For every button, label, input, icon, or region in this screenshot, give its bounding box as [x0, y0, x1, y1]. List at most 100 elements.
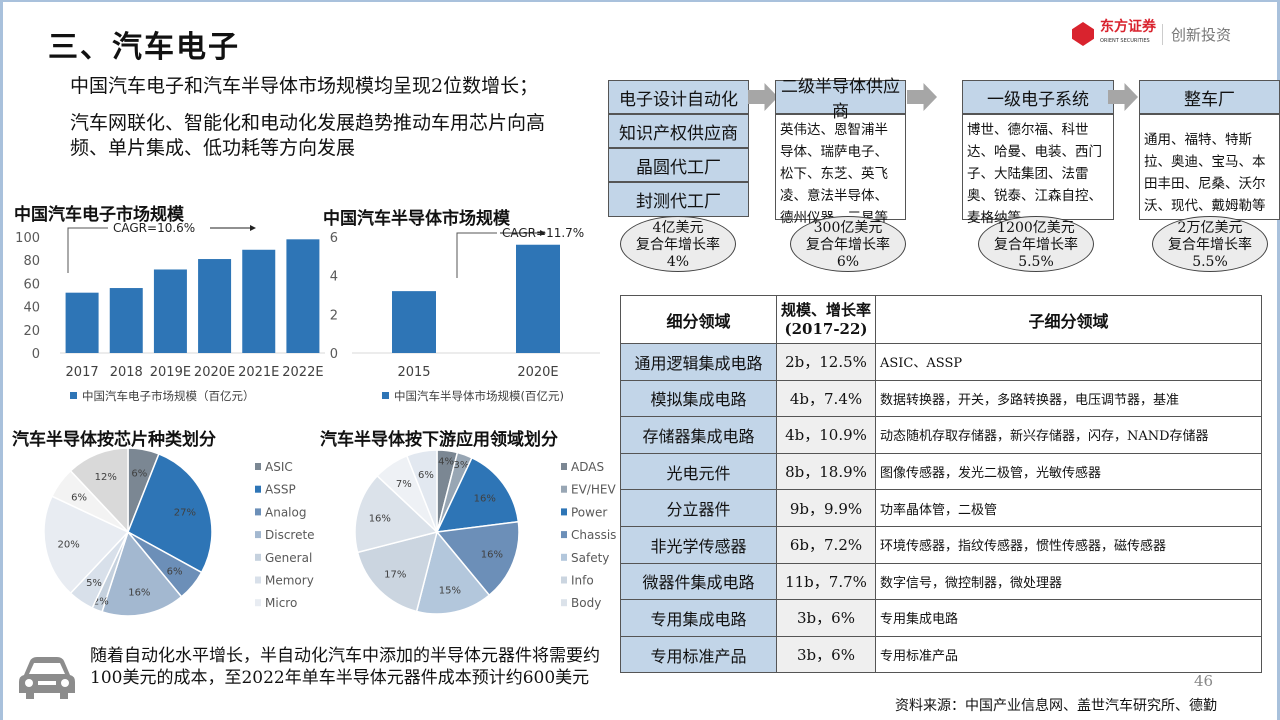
flow-body: 通用、福特、特斯拉、奥迪、宝马、本田丰田、尼桑、沃尔沃、现代、戴姆勒等 — [1139, 114, 1280, 220]
table-cell: 8b，18.9% — [776, 452, 876, 491]
slice-label: 6% — [418, 470, 434, 481]
bar — [109, 288, 143, 353]
bar — [242, 249, 276, 353]
legend-label: ASSP — [265, 483, 296, 497]
y-tick-label: 80 — [23, 254, 40, 269]
flow-col-tier2: 二级半导体供应商 英伟达、恩智浦半导体、瑞萨电子、松下、东芝、英飞凌、意法半导体… — [775, 77, 906, 226]
bar — [153, 269, 187, 353]
table-row: 存储器集成电路 4b，10.9% 动态随机存取存储器，新兴存储器，闪存，NAND存储… — [620, 416, 1262, 454]
table-cell: 数据转换器，开关，多路转换器，电压调节器，基准 — [875, 379, 1262, 418]
table-cell: 通用逻辑集成电路 — [620, 343, 777, 381]
flow-body: 博世、德尔福、科世达、哈曼、电装、西门子、大陆集团、法雷奥、锐泰、江森自控、麦格… — [962, 114, 1114, 226]
legend-swatch — [561, 576, 567, 584]
source-note: 资料来源：中国产业信息网、盖世汽车研究所、德勤 — [895, 698, 1217, 714]
arrow-head-icon — [540, 230, 546, 236]
flow-header: 整车厂 — [1139, 80, 1280, 114]
pie-slice — [356, 530, 439, 613]
legend-swatch — [255, 485, 261, 493]
pie-slice — [69, 447, 129, 534]
table-cell: 11b，7.7% — [776, 562, 876, 601]
table-cell: 功率晶体管，二极管 — [875, 489, 1262, 527]
slice-label: 4% — [438, 456, 454, 467]
legend-swatch — [561, 531, 567, 539]
x-tick-label: 2020E — [517, 365, 558, 380]
flow-item: 电子设计自动化 — [608, 80, 749, 114]
table-cell: 6b，7.2% — [776, 525, 876, 564]
market-ellipse: 4亿美元 复合年增长率 4% — [620, 216, 736, 272]
y-tick-label: 2 — [330, 308, 338, 323]
pie-slice — [405, 449, 438, 533]
slice-label: 15% — [439, 586, 461, 597]
table-cell: 2b，12.5% — [776, 343, 876, 381]
slice-label: 17% — [384, 570, 406, 581]
slice-label: 27% — [174, 508, 196, 519]
legend-label: 中国汽车电子市场规模（百亿元） — [82, 389, 255, 403]
y-tick-label: 60 — [23, 277, 40, 292]
table-cell: ASIC、ASSP — [875, 343, 1262, 381]
intro-line: 中国汽车电子和汽车半导体市场规模均呈现2位数增长； — [70, 75, 539, 97]
bar — [516, 244, 560, 353]
table-cell: 光电元件 — [620, 452, 777, 491]
chart-title: 中国汽车电子市场规模 — [14, 205, 184, 225]
pie-slice — [43, 495, 130, 595]
chart-title: 中国汽车半导体市场规模 — [323, 209, 510, 229]
table-cell: 非光学传感器 — [620, 525, 777, 564]
legend-swatch — [255, 531, 261, 539]
legend-label: Memory — [265, 574, 314, 588]
legend-swatch — [561, 599, 567, 607]
legend-swatch — [561, 485, 567, 493]
legend-label: 中国汽车半导体市场规模(百亿元) — [394, 389, 564, 403]
table-cell: 存储器集成电路 — [620, 416, 777, 454]
table-cell: 专用集成电路 — [875, 599, 1262, 637]
table-cell: 模拟集成电路 — [620, 379, 777, 418]
legend-swatch — [561, 553, 567, 561]
table-row: 分立器件 9b，9.9% 功率晶体管，二极管 — [620, 489, 1262, 527]
y-tick-label: 40 — [23, 301, 40, 316]
market-ellipse: 300亿美元 复合年增长率 6% — [790, 216, 906, 272]
legend-swatch — [561, 463, 567, 470]
flow-item: 晶圆代工厂 — [608, 148, 749, 182]
flow-col-oem: 整车厂 通用、福特、特斯拉、奥迪、宝马、本田丰田、尼桑、沃尔沃、现代、戴姆勒等 — [1139, 80, 1280, 220]
page-number: 46 — [1194, 672, 1214, 690]
table-row: 光电元件 8b，18.9% 图像传感器，发光二极管，光敏传感器 — [620, 452, 1262, 491]
legend-label: Analog — [265, 505, 306, 519]
table-cell: 4b，10.9% — [776, 416, 876, 454]
slice-label: 16% — [369, 513, 391, 524]
table-cell: 分立器件 — [620, 489, 777, 527]
market-ellipse: 1200亿美元 复合年增长率 5.5% — [978, 216, 1094, 272]
logo: 东方证券 ORIENT SECURITIES 创新投资 — [1072, 20, 1231, 48]
car-icon — [19, 657, 75, 699]
legend-label: ADAS — [571, 460, 604, 474]
slice-label: 6% — [131, 469, 147, 480]
y-tick-label: 0 — [330, 347, 338, 362]
table-cell: 数字信号，微控制器，微处理器 — [875, 562, 1262, 601]
intro-line: 汽车网联化、智能化和电动化发展趋势推动车用芯片向高频、单片集成、低功耗等方向发展 — [70, 112, 546, 159]
slice-label: 12% — [95, 472, 117, 483]
table-cell: 3b，6% — [776, 599, 876, 637]
legend-label: EV/HEV — [571, 483, 616, 497]
table-row: 微器件集成电路 11b，7.7% 数字信号，微控制器，微处理器 — [620, 562, 1262, 601]
logo-slogan: 创新投资 — [1162, 23, 1231, 45]
legend-label: Body — [571, 596, 601, 610]
table-header: 细分领域 — [620, 295, 777, 344]
page-title: 三、汽车电子 — [48, 30, 240, 65]
legend-swatch — [255, 599, 261, 607]
logo-mark-icon — [1072, 22, 1094, 46]
table-cell: 专用标准产品 — [620, 635, 777, 674]
slice-label: 7% — [396, 479, 412, 490]
legend-label: Chassis — [571, 528, 616, 542]
segment-table: 细分领域 规模、增长率(2017-22) 子细分领域 通用逻辑集成电路 2b，12… — [620, 295, 1262, 674]
x-tick-label: 2018 — [110, 365, 143, 380]
chart-title: 汽车半导体按下游应用领域划分 — [320, 430, 558, 450]
legend-swatch — [561, 508, 567, 516]
legend-label: Micro — [265, 596, 297, 610]
slice-label: 16% — [481, 550, 503, 561]
slice-label: 6% — [71, 492, 87, 503]
bottom-note: 随着自动化水平增长，半自动化汽车中添加的半导体元器件将需要约100美元的成本，至… — [90, 646, 600, 688]
x-tick-label: 2015 — [397, 365, 430, 380]
y-tick-label: 0 — [32, 347, 40, 362]
legend-label: Discrete — [265, 528, 315, 542]
logo-brand: 东方证券 ORIENT SECURITIES — [1100, 19, 1156, 44]
table-header: 规模、增长率(2017-22) — [776, 295, 876, 344]
pie-slice — [435, 520, 520, 597]
